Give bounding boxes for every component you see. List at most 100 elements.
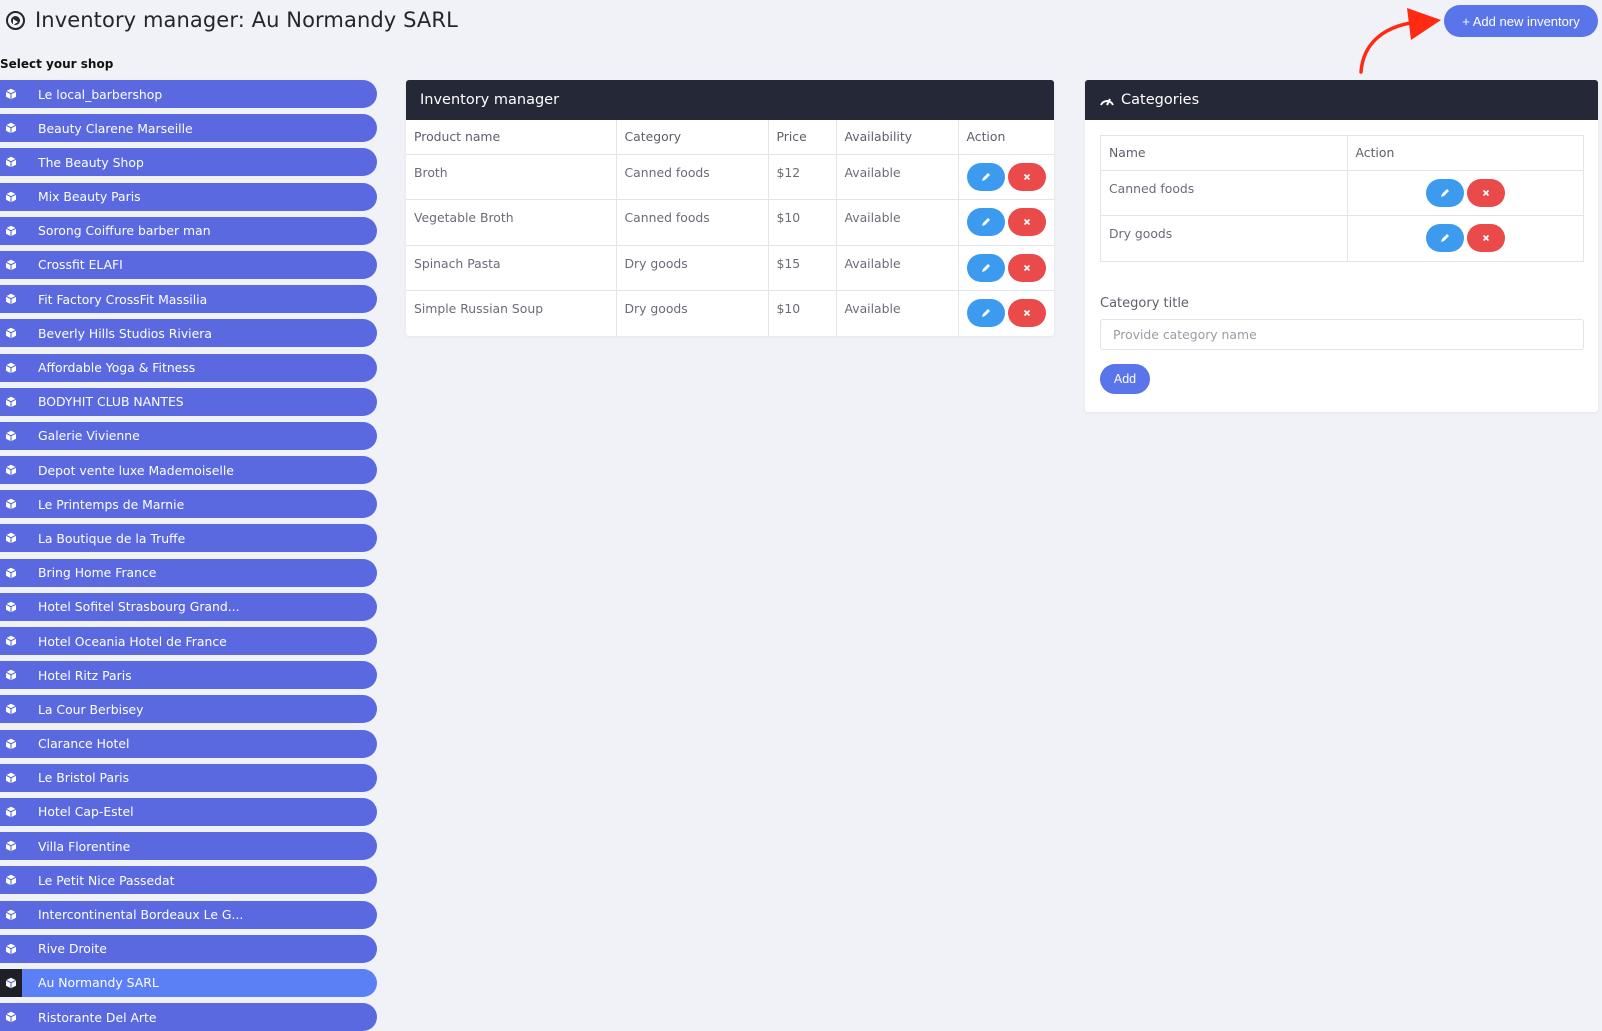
- shop-item-label: Hotel Sofitel Strasbourg Grand...: [38, 599, 240, 615]
- shop-item[interactable]: BODYHIT CLUB NANTES: [0, 387, 377, 416]
- shop-item[interactable]: Hotel Oceania Hotel de France: [0, 627, 377, 655]
- category-name-cell: Dry goods: [1101, 215, 1348, 261]
- action-cell: [958, 154, 1054, 200]
- row-actions: [966, 299, 1047, 327]
- edit-button[interactable]: [1425, 224, 1464, 252]
- price-cell: $12: [768, 154, 837, 200]
- availability-cell: Available: [836, 154, 959, 200]
- shop-item-label: Villa Florentine: [38, 838, 131, 854]
- table-row: Spinach Pasta Dry goods $15 Available: [406, 245, 1054, 291]
- edit-button[interactable]: [966, 162, 1005, 191]
- shop-list: Le local_barbershop Beauty Clarene Marsei…: [0, 80, 377, 1031]
- cube-icon: [0, 319, 22, 347]
- action-cell: [958, 291, 1054, 337]
- cube-icon: [0, 422, 22, 450]
- close-icon: [1023, 173, 1030, 180]
- cube-icon: [0, 217, 22, 245]
- action-cell: [958, 200, 1054, 246]
- close-icon: [1023, 264, 1030, 271]
- shop-item[interactable]: Au Normandy SARL: [0, 968, 377, 997]
- cube-icon: [0, 524, 22, 552]
- shop-item[interactable]: Rive Droite: [0, 934, 377, 963]
- cube-icon: [0, 901, 22, 929]
- cube-icon: [0, 559, 22, 587]
- pencil-icon: [981, 263, 990, 272]
- column-header: Action: [1355, 145, 1395, 161]
- shop-item[interactable]: Le Printemps de Marnie: [0, 490, 377, 519]
- pencil-icon: [981, 309, 990, 317]
- shop-item[interactable]: Beverly Hills Studios Riviera: [0, 319, 377, 348]
- pencil-icon: [981, 218, 990, 226]
- shop-item[interactable]: Ristorante Del Arte: [0, 1003, 377, 1031]
- shop-item-label: Le local_barbershop: [38, 86, 163, 102]
- shop-item-label: Beauty Clarene Marseille: [38, 120, 193, 136]
- shop-item-label: Hotel Cap-Estel: [38, 804, 134, 820]
- edit-button[interactable]: [966, 208, 1005, 236]
- inventory-panel: Inventory manager Product name Category …: [406, 80, 1054, 336]
- delete-button[interactable]: [1007, 253, 1046, 282]
- shop-item-label: Fit Factory CrossFit Massilia: [38, 291, 208, 307]
- delete-button[interactable]: [1007, 162, 1046, 191]
- row-actions: [966, 162, 1047, 191]
- shop-item[interactable]: Sorong Coiffure barber man: [0, 216, 377, 245]
- category-name-input[interactable]: [1100, 319, 1584, 350]
- cube-icon: [0, 935, 22, 963]
- shop-item[interactable]: Crossfit ELAFI: [0, 250, 377, 279]
- delete-button[interactable]: [1466, 224, 1505, 252]
- shop-item[interactable]: Galerie Vivienne: [0, 421, 377, 450]
- column-header: Price: [768, 120, 837, 154]
- pencil-icon: [1440, 234, 1449, 242]
- cube-icon: [0, 114, 22, 142]
- price-cell: $10: [768, 290, 837, 336]
- delete-button[interactable]: [1007, 299, 1046, 327]
- cube-icon: [0, 80, 22, 108]
- shop-item[interactable]: Villa Florentine: [0, 832, 377, 861]
- inventory-panel-header: Inventory manager: [406, 80, 1054, 120]
- shop-item[interactable]: Hotel Ritz Paris: [0, 661, 377, 690]
- cube-icon: [0, 593, 22, 621]
- shop-item[interactable]: Bring Home France: [0, 558, 377, 587]
- shop-item[interactable]: Beauty Clarene Marseille: [0, 114, 377, 143]
- shop-item[interactable]: La Cour Berbisey: [0, 695, 377, 724]
- shop-item[interactable]: Le local_barbershop: [0, 80, 377, 108]
- shop-item[interactable]: Le Bristol Paris: [0, 763, 377, 792]
- shop-item-label: Au Normandy SARL: [38, 975, 159, 991]
- cube-icon: [0, 285, 22, 313]
- annotation-arrow-icon: [1359, 8, 1441, 74]
- price-cell: $15: [768, 245, 837, 291]
- shop-item[interactable]: The Beauty Shop: [0, 148, 377, 177]
- cube-icon: [0, 490, 22, 518]
- shop-item-label: Bring Home France: [38, 565, 157, 581]
- column-header: Action: [966, 129, 1006, 145]
- category-cell: Dry goods: [616, 290, 769, 336]
- cube-icon: [0, 832, 22, 860]
- shop-item-label: Hotel Ritz Paris: [38, 667, 132, 683]
- table-row: Vegetable Broth Canned foods $10 Available: [406, 199, 1054, 246]
- add-new-inventory-button[interactable]: + Add new inventory: [1444, 5, 1598, 37]
- edit-button[interactable]: [1425, 178, 1464, 207]
- shop-item-label: Intercontinental Bordeaux Le G...: [38, 907, 244, 922]
- cube-icon: [0, 388, 22, 416]
- delete-button[interactable]: [1466, 178, 1505, 207]
- shop-item[interactable]: Clarance Hotel: [0, 729, 377, 758]
- delete-button[interactable]: [1007, 208, 1046, 236]
- shop-item[interactable]: Intercontinental Bordeaux Le G...: [0, 900, 377, 929]
- shop-item[interactable]: Hotel Cap-Estel: [0, 797, 377, 826]
- shop-item[interactable]: Hotel Sofitel Strasbourg Grand...: [0, 592, 377, 621]
- shop-item[interactable]: Le Petit Nice Passedat: [0, 866, 377, 895]
- shop-item-label: Hotel Oceania Hotel de France: [38, 633, 227, 649]
- edit-button[interactable]: [966, 299, 1005, 327]
- back-circle-icon[interactable]: [6, 10, 25, 30]
- add-category-button[interactable]: Add: [1100, 364, 1150, 394]
- category-name-cell: Canned foods: [1101, 170, 1348, 216]
- shop-item-label: BODYHIT CLUB NANTES: [38, 394, 184, 410]
- shop-item[interactable]: Affordable Yoga & Fitness: [0, 353, 377, 382]
- column-header: Name: [1101, 136, 1348, 170]
- shop-item[interactable]: Depot vente luxe Mademoiselle: [0, 456, 377, 485]
- edit-button[interactable]: [966, 253, 1005, 282]
- row-actions: [1356, 178, 1576, 207]
- shop-item[interactable]: Mix Beauty Paris: [0, 182, 377, 211]
- cube-icon: [0, 251, 22, 279]
- shop-item[interactable]: Fit Factory CrossFit Massilia: [0, 285, 377, 314]
- shop-item[interactable]: La Boutique de la Truffe: [0, 524, 377, 553]
